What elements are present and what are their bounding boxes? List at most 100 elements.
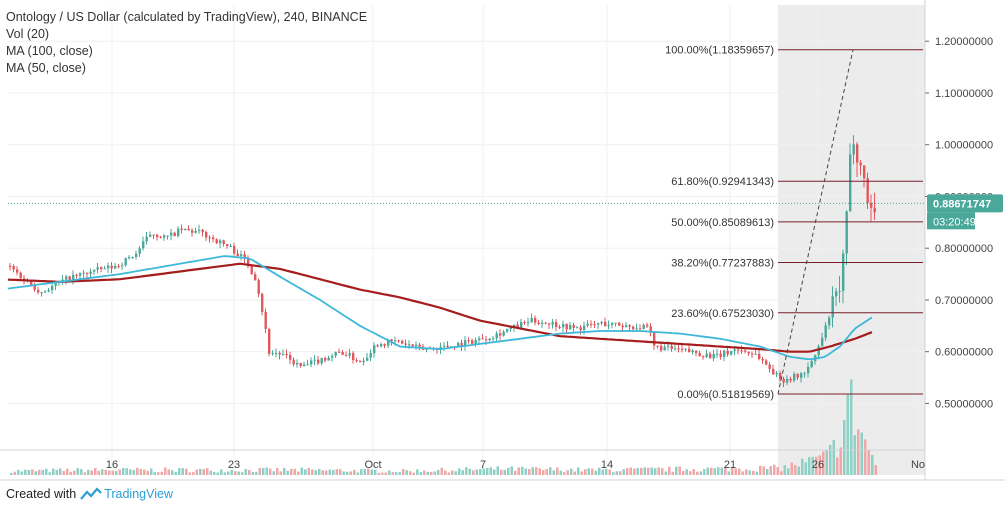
- candle: [779, 370, 782, 382]
- volume-bar: [682, 470, 685, 475]
- candle: [856, 142, 859, 177]
- candle: [292, 357, 295, 367]
- volume-bar: [290, 468, 293, 475]
- y-tick-label-4: 0.80000000: [935, 243, 993, 255]
- volume-bar: [528, 469, 531, 475]
- volume-bar: [160, 471, 163, 475]
- candle: [128, 255, 131, 260]
- volume-bar: [496, 466, 499, 475]
- volume-bar: [349, 471, 352, 475]
- volume-bar: [132, 469, 135, 475]
- volume-bar: [762, 466, 765, 475]
- volume-bar: [787, 468, 790, 475]
- fib-label-5: 0.00%(0.51819569): [677, 389, 774, 401]
- candle: [261, 292, 264, 316]
- volume-bar: [853, 435, 856, 475]
- volume-bar: [24, 469, 27, 475]
- candle: [306, 359, 309, 366]
- candle: [845, 210, 848, 266]
- volume-bar: [10, 472, 13, 475]
- candle: [604, 317, 607, 327]
- volume-bar: [650, 467, 653, 475]
- volume-bar: [465, 467, 468, 475]
- volume-bar: [360, 469, 363, 475]
- candle: [180, 224, 183, 234]
- candle: [96, 262, 99, 274]
- volume-bar: [461, 470, 464, 475]
- volume-bar: [314, 470, 317, 475]
- volume-bar: [115, 470, 118, 475]
- volume-bar: [101, 469, 104, 475]
- candle: [730, 350, 733, 356]
- candle: [751, 351, 754, 359]
- volume-bar: [766, 468, 769, 475]
- volume-bar: [339, 469, 342, 475]
- volume-bar: [87, 469, 90, 475]
- volume-bar: [797, 466, 800, 475]
- volume-bar: [122, 467, 125, 475]
- candle: [352, 351, 355, 364]
- candle: [264, 308, 267, 334]
- volume-bar: [66, 468, 69, 475]
- volume-bar: [346, 471, 349, 475]
- tradingview-brand[interactable]: TradingView: [104, 487, 173, 501]
- volume-bar: [405, 470, 408, 475]
- volume-bar: [661, 468, 664, 475]
- candle: [415, 341, 418, 350]
- volume-bar: [776, 467, 779, 475]
- candle: [334, 351, 337, 359]
- volume-bar: [248, 470, 251, 475]
- volume-bar: [755, 471, 758, 475]
- candle: [635, 323, 638, 330]
- candle: [310, 357, 313, 368]
- volume-bar: [34, 471, 37, 475]
- candle: [758, 349, 761, 361]
- volume-bar: [559, 470, 562, 475]
- candle: [131, 256, 134, 260]
- fib-trendline: [777, 49, 854, 395]
- x-tick-label-5: 21: [724, 459, 736, 471]
- volume-bar: [605, 468, 608, 475]
- ma50-line: [7, 255, 873, 361]
- volume-bar: [216, 472, 219, 475]
- x-tick-label-3: 7: [480, 459, 486, 471]
- ma100-line: [7, 262, 873, 353]
- candle: [37, 286, 40, 295]
- volume-bar: [741, 471, 744, 475]
- candle: [138, 246, 141, 257]
- volume-bar: [321, 470, 324, 475]
- candle: [121, 262, 124, 271]
- volume-bar: [136, 467, 139, 475]
- candle: [803, 371, 806, 378]
- candle: [240, 250, 243, 261]
- volume-bar: [535, 467, 538, 475]
- candle: [12, 264, 15, 273]
- candle: [859, 159, 862, 176]
- volume-bar: [563, 472, 566, 475]
- volume-bar: [664, 471, 667, 475]
- volume-bar: [391, 472, 394, 475]
- candle: [558, 324, 561, 330]
- candle: [488, 338, 491, 342]
- fib-label-1: 61.80%(0.92941343): [671, 176, 774, 188]
- volume-bar: [727, 471, 730, 475]
- volume-bar: [167, 469, 170, 475]
- volume-bar: [846, 394, 849, 475]
- candle: [16, 266, 19, 276]
- volume-bar: [293, 468, 296, 475]
- volume-bar: [185, 468, 188, 475]
- candle: [44, 290, 47, 293]
- volume-bar: [545, 468, 548, 475]
- candle: [103, 266, 106, 270]
- candle: [275, 348, 278, 358]
- volume-bar: [836, 457, 839, 475]
- volume-bar: [626, 468, 629, 475]
- volume-bar: [244, 468, 247, 475]
- volume-bar: [402, 468, 405, 475]
- candle: [789, 376, 792, 383]
- y-tick-label-0: 1.20000000: [935, 36, 993, 48]
- candle: [555, 319, 558, 332]
- candle: [366, 353, 369, 362]
- volume-bar: [468, 468, 471, 475]
